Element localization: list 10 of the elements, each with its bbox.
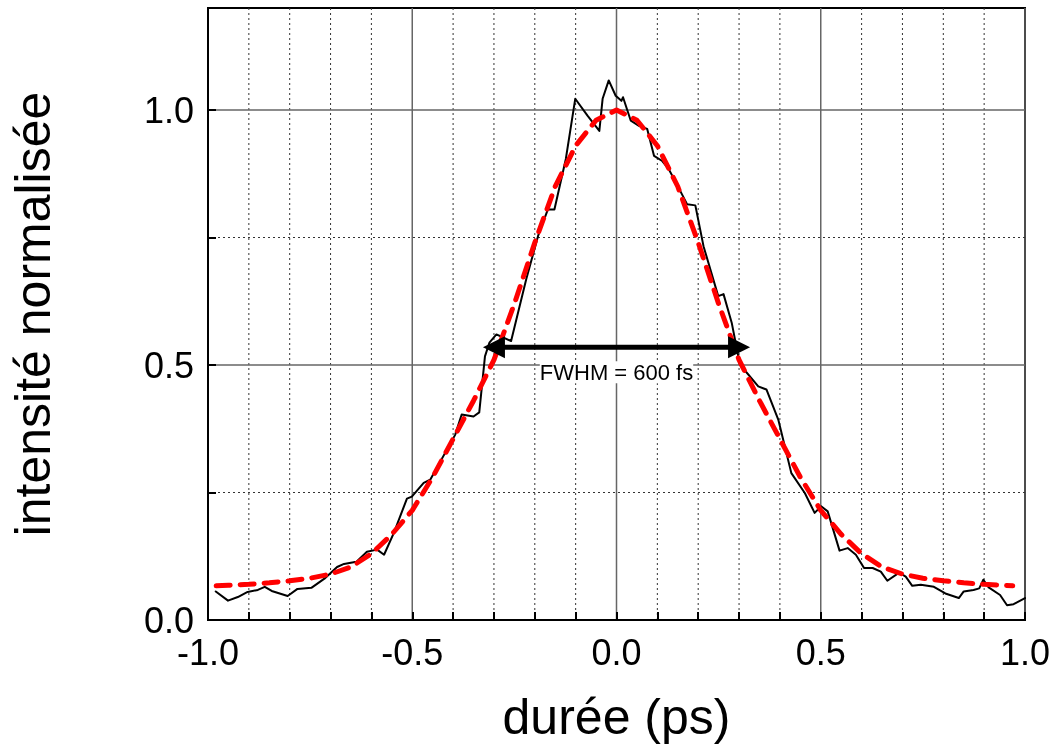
y-tick-label: 1.0 [143, 89, 194, 131]
y-tick-label: 0.5 [143, 344, 194, 386]
y-tick-label: 0.0 [143, 599, 194, 641]
x-tick-label: 0.0 [591, 631, 642, 673]
y-axis-title: intensité normalisée [5, 91, 61, 537]
x-axis-title: durée (ps) [502, 689, 731, 745]
annotation: FWHM = 600 fs [539, 359, 694, 385]
x-tick-label: 1.0 [999, 631, 1051, 673]
x-tick-label: 0.5 [795, 631, 846, 673]
x-tick-label: -0.5 [381, 631, 444, 673]
